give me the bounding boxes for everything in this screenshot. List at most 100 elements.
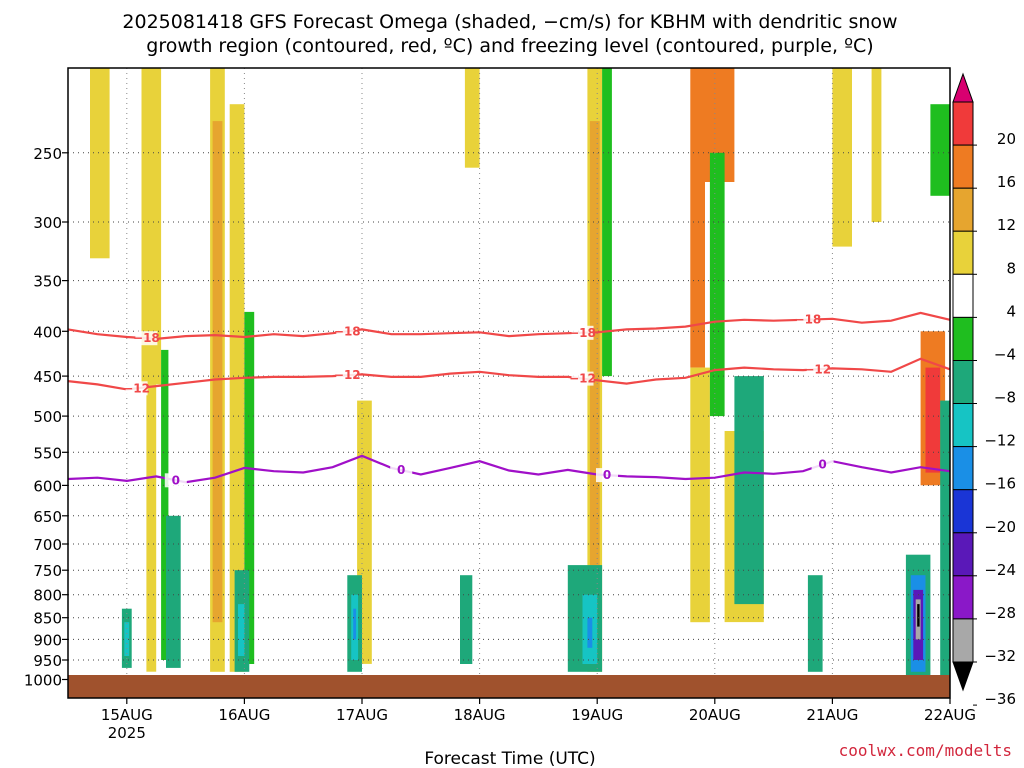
colorbar-label: −28 xyxy=(984,604,1016,622)
contour-label-bg xyxy=(164,473,187,488)
y-tick-label: 550 xyxy=(33,444,62,462)
omega-cell xyxy=(460,575,473,664)
colorbar-label: −4 xyxy=(994,346,1016,364)
y-tick-label: 350 xyxy=(33,273,62,291)
ground-surface xyxy=(68,675,950,698)
y-tick-label: 450 xyxy=(33,368,62,386)
colorbar-top-arrow xyxy=(952,72,974,103)
y-tick-label: 500 xyxy=(33,408,62,426)
plot-area: −18 −18 −18 −18 −12 −12 −12 −12 0 0 0 0 xyxy=(67,67,951,699)
colorbar-label: −8 xyxy=(994,389,1016,407)
chart-title-line1: 2025081418 GFS Forecast Omega (shaded, −… xyxy=(122,11,897,33)
colorbar-swatch xyxy=(952,101,974,146)
omega-cell xyxy=(161,349,169,660)
colorbar-label: −16 xyxy=(984,475,1016,493)
contour-label: −18 xyxy=(133,331,160,345)
x-tick-label: 19AUG xyxy=(571,706,623,724)
colorbar-label: −20 xyxy=(984,518,1016,536)
x-tick-label: 22AUG xyxy=(924,706,976,724)
omega-cell xyxy=(141,68,162,385)
contour-label-bg xyxy=(135,331,158,346)
y-axis-pressure: 250 300 350 400 450 500 550 600 650 700 750 800 850 9… xyxy=(24,145,68,690)
colorbar-swatch xyxy=(952,403,974,448)
contour-label: −18 xyxy=(795,313,822,327)
contour-label-bg xyxy=(796,312,819,327)
colorbar-label: 4 xyxy=(1006,302,1016,320)
contour-label: 0 xyxy=(818,458,826,472)
omega-cell xyxy=(930,104,950,196)
y-tick-label: 400 xyxy=(33,323,62,341)
colorbar-label: −24 xyxy=(984,561,1016,579)
contour-label: 0 xyxy=(397,463,405,477)
y-tick-label: 600 xyxy=(33,477,62,495)
y-tick-label: 900 xyxy=(33,631,62,649)
omega-cell xyxy=(124,622,130,656)
contour-label-bg xyxy=(806,362,829,377)
colorbar-label: 16 xyxy=(997,173,1016,191)
omega-shading xyxy=(90,68,950,676)
colorbar-swatch xyxy=(952,575,974,620)
colorbar-swatch xyxy=(952,360,974,405)
omega-cell xyxy=(925,367,941,473)
contour-label-bg xyxy=(571,325,594,340)
colorbar-label: 20 xyxy=(997,130,1016,148)
x-tick-sublabel: 2025 xyxy=(108,724,146,742)
colorbar-legend: 20 16 12 8 4 −4 −8 −12 −16 −20 −24 −28 −32 −36 xyxy=(952,72,1016,708)
contour-label-bg xyxy=(571,371,594,386)
colorbar-label: 12 xyxy=(997,216,1016,234)
omega-cell xyxy=(238,604,245,656)
colorbar-swatch xyxy=(952,273,974,318)
contour-label: −12 xyxy=(123,381,150,395)
omega-cell xyxy=(212,121,223,623)
contour-lines: −18 −18 −18 −18 −12 −12 −12 −12 0 0 0 0 xyxy=(67,311,951,488)
y-tick-label: 850 xyxy=(33,610,62,628)
contour-label: 0 xyxy=(172,473,180,487)
x-tick-label: 20AUG xyxy=(689,706,741,724)
omega-cell xyxy=(244,311,255,664)
x-tick-label: 18AUG xyxy=(454,706,506,724)
omega-cell xyxy=(90,68,110,259)
omega-cell xyxy=(940,400,950,676)
omega-cell xyxy=(690,68,705,368)
colorbar-swatch xyxy=(952,187,974,232)
y-tick-label: 300 xyxy=(33,214,62,232)
colorbar-swatch xyxy=(952,230,974,275)
colorbar-bottom-arrow xyxy=(952,661,974,692)
y-tick-label: 250 xyxy=(33,145,62,163)
omega-cell xyxy=(871,68,882,222)
omega-cell xyxy=(602,68,612,377)
colorbar-label: −32 xyxy=(984,647,1016,665)
contour-label-bg xyxy=(390,463,413,478)
omega-cell xyxy=(832,68,852,247)
omega-cell xyxy=(146,384,157,672)
colorbar-swatch xyxy=(952,489,974,534)
colorbar-swatch xyxy=(952,532,974,577)
omega-cell xyxy=(166,515,181,668)
omega-cell xyxy=(690,367,710,623)
contour-label-bg xyxy=(336,324,359,339)
colorbar-swatch xyxy=(952,316,974,361)
omega-cell xyxy=(709,152,725,417)
y-tick-label: 1000 xyxy=(24,672,62,690)
y-tick-label: 700 xyxy=(33,536,62,554)
omega-cell xyxy=(807,575,823,672)
colorbar-swatch xyxy=(952,144,974,189)
omega-cell xyxy=(464,68,480,168)
x-axis-label: Forecast Time (UTC) xyxy=(424,749,595,768)
colorbar-swatch xyxy=(952,446,974,491)
omega-cell xyxy=(587,617,593,648)
colorbar-label: −36 xyxy=(984,690,1016,708)
omega-cell xyxy=(229,104,245,672)
contour-label-bg xyxy=(125,381,148,396)
credit-text: coolwx.com/modelts xyxy=(839,741,1012,760)
contour-label: −12 xyxy=(804,362,831,376)
contour-line xyxy=(67,454,951,484)
colorbar-label: 8 xyxy=(1006,259,1016,277)
contour-label: −18 xyxy=(569,326,596,340)
omega-cell xyxy=(917,604,920,627)
chart-title-line2: growth region (contoured, red, ºC) and f… xyxy=(146,35,873,57)
y-tick-label: 750 xyxy=(33,562,62,580)
contour-label: 0 xyxy=(603,468,611,482)
